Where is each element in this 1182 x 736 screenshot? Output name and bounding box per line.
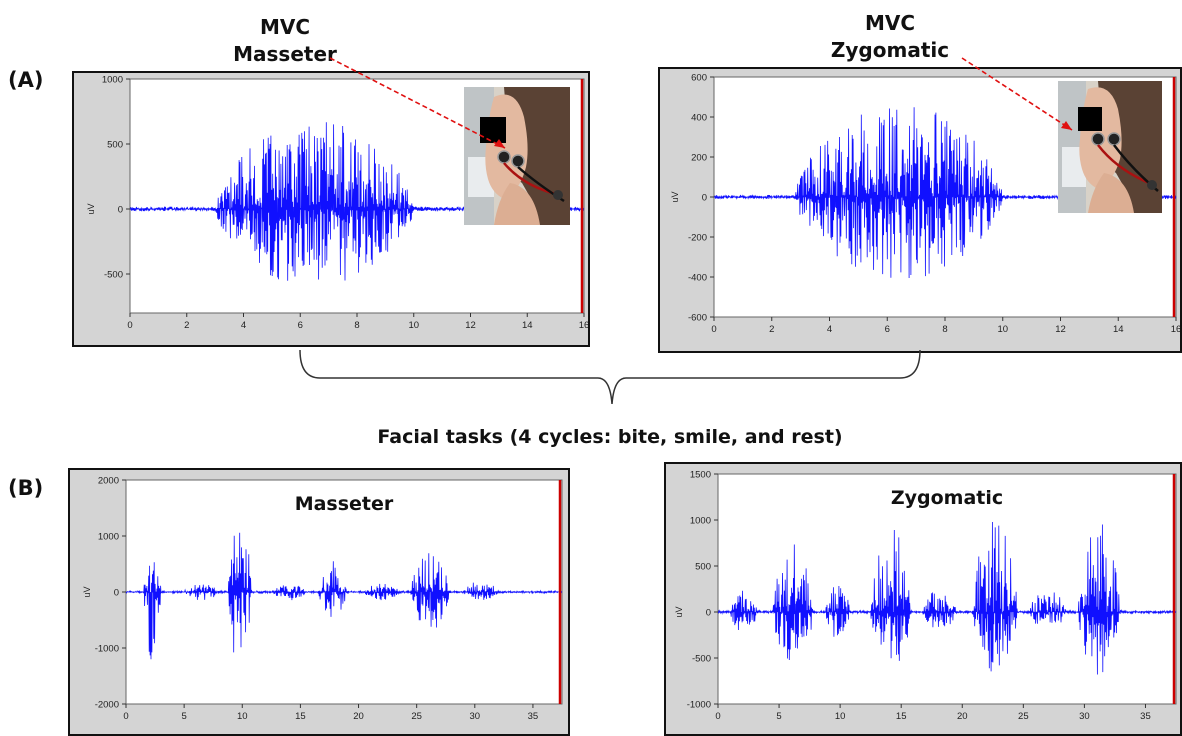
y-tick-label: 0 bbox=[118, 205, 123, 216]
tasks-brace bbox=[299, 349, 921, 405]
x-tick-label: 0 bbox=[127, 320, 132, 331]
mvc-masseter-line2: Masseter bbox=[233, 42, 337, 66]
x-tick-label: 14 bbox=[522, 320, 533, 331]
y-tick-label: -500 bbox=[104, 270, 123, 281]
chart-svg-task-masseter: -2000 -1000 0 1000 2000 0 5 10 15 20 25 30 35 uV Masse… bbox=[82, 476, 563, 722]
y-tick-label: 1000 bbox=[98, 532, 119, 543]
x-tick-label: 10 bbox=[237, 711, 248, 722]
x-tick-label: 35 bbox=[528, 711, 539, 722]
x-tick-label: 12 bbox=[465, 320, 476, 331]
y-tick-label: 1000 bbox=[102, 75, 123, 86]
x-tick-label: 5 bbox=[776, 711, 781, 722]
chart-task-masseter: -2000 -1000 0 1000 2000 0 5 10 15 20 25 30 35 uV Masse… bbox=[68, 468, 570, 736]
x-tick-label: 25 bbox=[1018, 711, 1029, 722]
y-axis-label: uV bbox=[670, 191, 680, 202]
y-tick-label: -500 bbox=[692, 654, 711, 665]
face-electrodes-masseter-photo bbox=[464, 87, 570, 225]
x-tick-label: 10 bbox=[408, 320, 419, 331]
chart-mvc-masseter: -500 0 500 1000 0 2 4 6 8 10 12 14 16 uV bbox=[72, 71, 590, 347]
y-tick-label: -1000 bbox=[687, 700, 711, 711]
x-tick-label: 4 bbox=[827, 324, 832, 335]
y-tick-label: 0 bbox=[114, 588, 119, 599]
mvc-zygomatic-label: MVC Zygomatic bbox=[810, 10, 970, 64]
x-tick-label: 5 bbox=[181, 711, 186, 722]
y-tick-label: -2000 bbox=[95, 700, 119, 711]
y-tick-label: 400 bbox=[691, 113, 707, 124]
emg-signal-line bbox=[717, 521, 1177, 675]
y-axis-label: uV bbox=[674, 606, 684, 617]
mvc-zygomatic-line2: Zygomatic bbox=[830, 38, 950, 62]
y-tick-label: -200 bbox=[688, 233, 707, 244]
x-tick-label: 8 bbox=[942, 324, 947, 335]
mvc-masseter-label: MVC Masseter bbox=[210, 14, 360, 68]
x-tick-label: 30 bbox=[1079, 711, 1090, 722]
face-electrodes-zygomatic-photo bbox=[1058, 81, 1162, 213]
x-tick-label: 12 bbox=[1055, 324, 1066, 335]
panel-label-b: (B) bbox=[8, 476, 44, 500]
x-tick-label: 6 bbox=[298, 320, 303, 331]
chart-mvc-zygomatic: -600 -400 -200 0 200 400 600 0 2 4 6 8 10 12 14 16 uV bbox=[658, 67, 1182, 353]
x-tick-label: 35 bbox=[1140, 711, 1151, 722]
mvc-masseter-line1: MVC bbox=[259, 15, 311, 39]
y-tick-label: 500 bbox=[107, 140, 123, 151]
x-tick-label: 25 bbox=[411, 711, 422, 722]
y-tick-label: -600 bbox=[688, 313, 707, 324]
chart-task-zygomatic: -1000 -500 0 500 1000 1500 0 5 10 15 20 25 30 35 uV Zyg… bbox=[664, 462, 1182, 736]
x-tick-label: 10 bbox=[835, 711, 846, 722]
x-tick-label: 6 bbox=[885, 324, 890, 335]
x-tick-label: 8 bbox=[354, 320, 359, 331]
y-axis-label: uV bbox=[82, 586, 92, 597]
emg-signal-line bbox=[125, 532, 563, 660]
x-tick-label: 16 bbox=[579, 320, 588, 331]
y-axis-label: uV bbox=[86, 203, 96, 214]
chart-svg-task-zygomatic: -1000 -500 0 500 1000 1500 0 5 10 15 20 25 30 35 uV Zyg… bbox=[674, 470, 1177, 722]
chart-title: Masseter bbox=[295, 493, 394, 515]
x-tick-label: 10 bbox=[997, 324, 1008, 335]
panel-label-a: (A) bbox=[8, 68, 44, 92]
y-tick-label: 1000 bbox=[690, 516, 711, 527]
y-tick-label: 0 bbox=[706, 608, 711, 619]
face-photo-svg bbox=[464, 87, 570, 225]
x-tick-label: 16 bbox=[1171, 324, 1180, 335]
x-tick-label: 0 bbox=[123, 711, 128, 722]
y-tick-label: 2000 bbox=[98, 476, 119, 487]
x-tick-label: 2 bbox=[769, 324, 774, 335]
y-tick-label: 200 bbox=[691, 153, 707, 164]
x-tick-label: 0 bbox=[711, 324, 716, 335]
y-tick-label: 600 bbox=[691, 73, 707, 84]
y-tick-label: -1000 bbox=[95, 644, 119, 655]
x-tick-label: 14 bbox=[1113, 324, 1124, 335]
x-tick-label: 2 bbox=[184, 320, 189, 331]
x-tick-label: 0 bbox=[715, 711, 720, 722]
mvc-zygomatic-line1: MVC bbox=[864, 11, 916, 35]
facial-tasks-label: Facial tasks (4 cycles: bite, smile, and… bbox=[377, 426, 843, 448]
x-tick-label: 30 bbox=[470, 711, 481, 722]
chart-title: Zygomatic bbox=[891, 487, 1003, 509]
x-tick-label: 4 bbox=[241, 320, 246, 331]
y-tick-label: -400 bbox=[688, 273, 707, 284]
x-tick-label: 20 bbox=[957, 711, 968, 722]
y-tick-label: 1500 bbox=[690, 470, 711, 481]
y-tick-label: 500 bbox=[695, 562, 711, 573]
y-tick-label: 0 bbox=[702, 193, 707, 204]
x-tick-label: 15 bbox=[896, 711, 907, 722]
x-tick-label: 20 bbox=[353, 711, 364, 722]
x-tick-label: 15 bbox=[295, 711, 306, 722]
face-photo-svg bbox=[1058, 81, 1162, 213]
